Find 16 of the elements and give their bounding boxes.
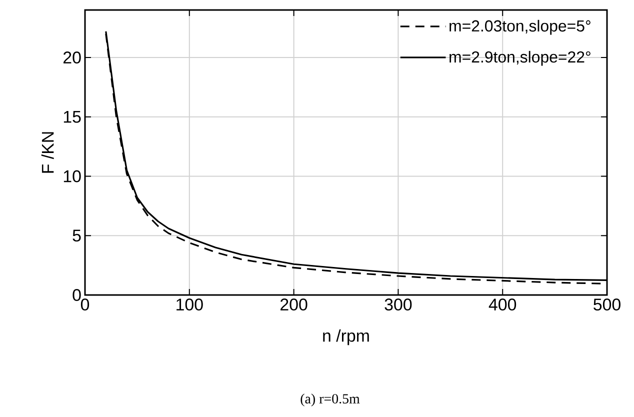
x-tick-label: 500 [594, 298, 620, 311]
y-tick-label: 20 [64, 52, 81, 64]
x-tick-label: 100 [176, 298, 203, 311]
y-tick-label: 10 [64, 170, 81, 182]
y-tick-label: 15 [64, 110, 81, 123]
y-tick-label: 5 [72, 230, 81, 242]
legend-label: m=2.03ton,slope=5° [450, 20, 590, 35]
x-tick-label: 300 [384, 298, 412, 311]
x-tick-label: 0 [80, 298, 90, 311]
text: (a) r=0.5m [300, 394, 360, 406]
y-axis-title: F /KN [41, 132, 54, 173]
x-axis-title: n /rpm [323, 329, 369, 346]
y-tick-label: 0 [72, 289, 81, 301]
x-tick-label: 400 [488, 298, 516, 311]
x-tick-label: 200 [280, 298, 308, 311]
legend-label: m=2.9ton,slope=22° [450, 50, 590, 66]
